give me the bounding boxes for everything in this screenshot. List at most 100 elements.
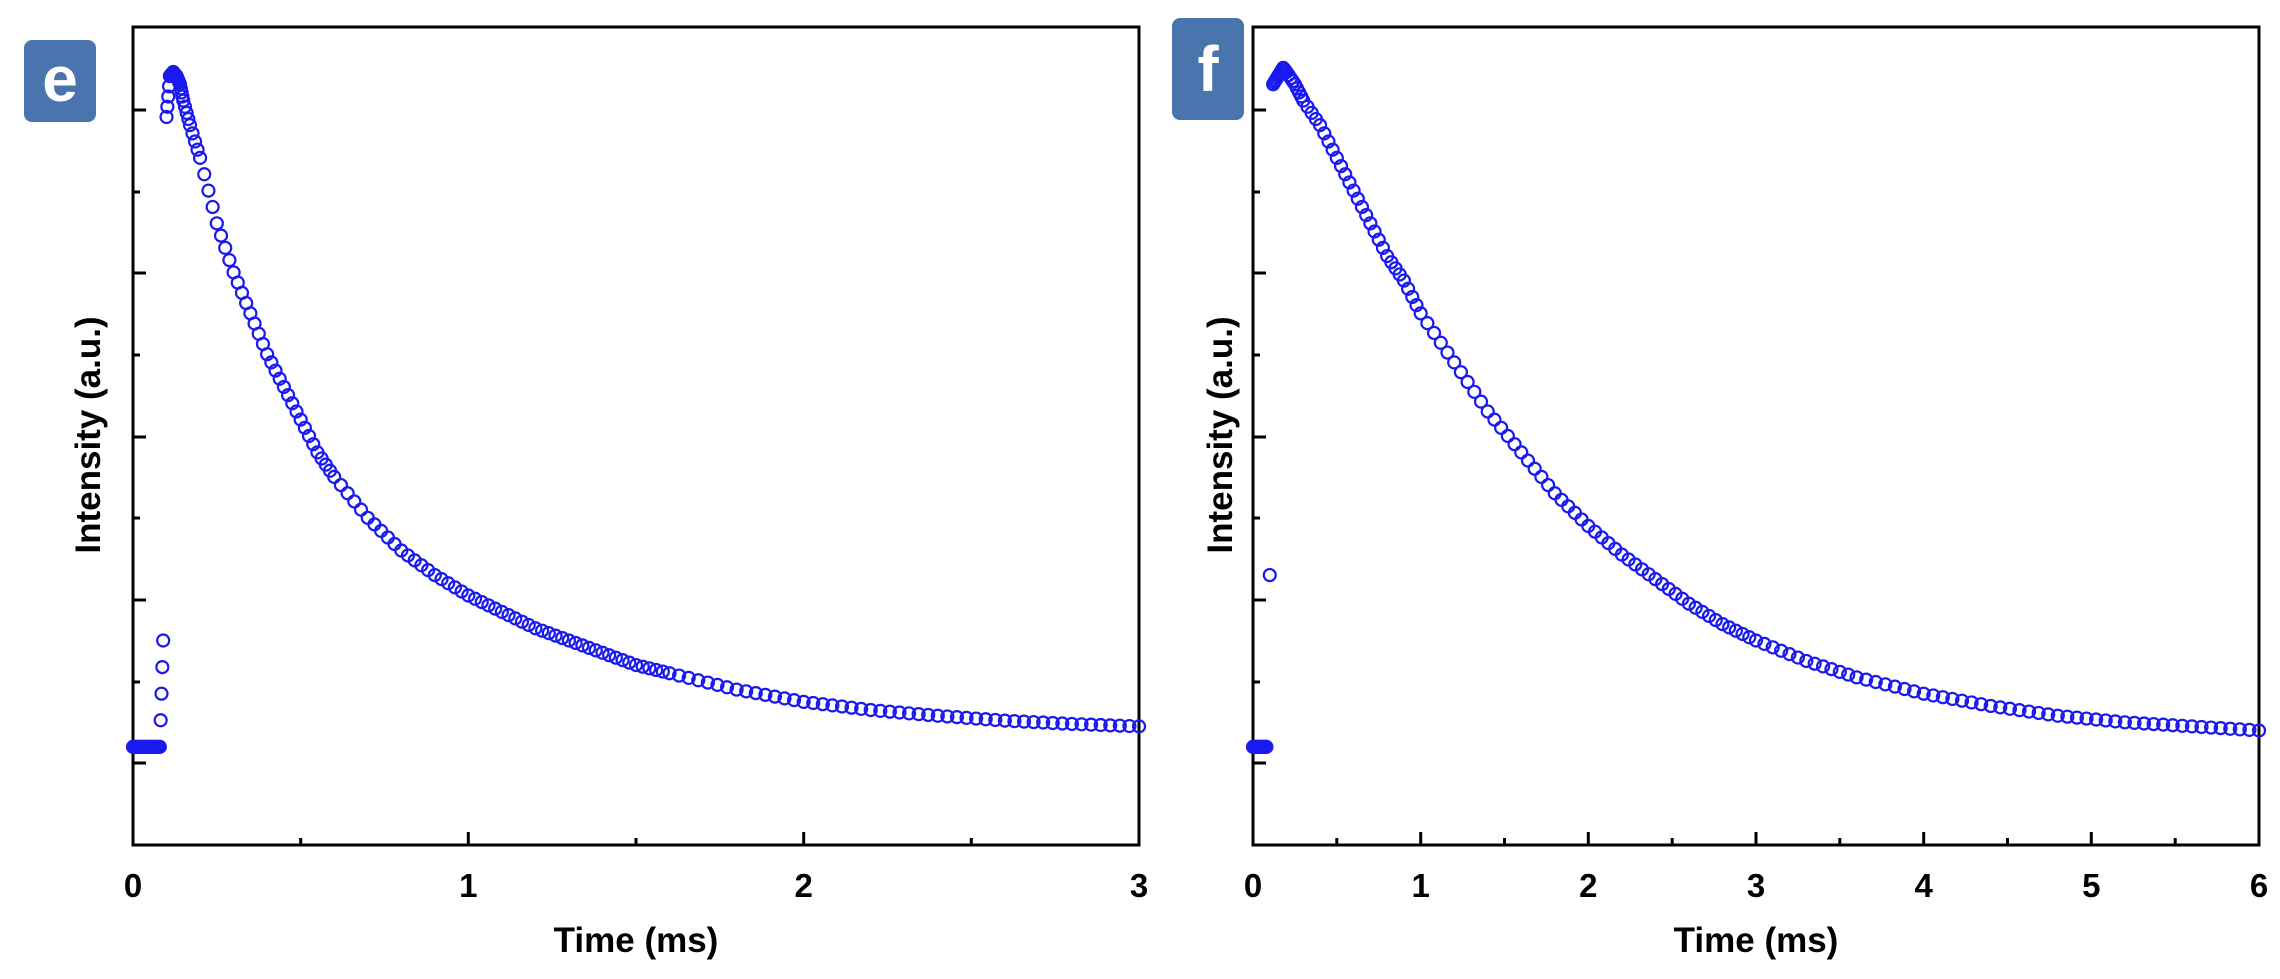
data-point-interp <box>481 598 496 613</box>
data-point-interp <box>892 705 907 720</box>
data-point-interp <box>1354 199 1370 215</box>
data-point-interp <box>222 253 237 268</box>
data-point-interp <box>700 675 715 690</box>
x-tick-label: 5 <box>2082 867 2100 904</box>
data-point-interp <box>548 628 563 643</box>
data-point-interp <box>1527 461 1542 476</box>
data-point-interp <box>615 653 630 668</box>
data-point-interp <box>834 699 850 714</box>
data-point-interp <box>1375 240 1391 255</box>
data-point-interp <box>1440 345 1455 360</box>
data-point-interp <box>1540 477 1556 493</box>
data-point-interp <box>508 611 523 626</box>
data-point-interp <box>2223 721 2238 736</box>
data-point <box>662 666 677 681</box>
data-point-interp <box>1074 717 1089 732</box>
data-point-interp <box>201 183 216 198</box>
data-point-interp <box>1317 126 1332 141</box>
data-point-interp <box>301 428 317 444</box>
data-point <box>1514 445 1529 460</box>
data-point <box>561 633 577 648</box>
panel-e-data-points <box>125 64 1147 754</box>
data-point-interp <box>2194 719 2209 735</box>
data-point-interp <box>1026 714 1041 730</box>
data-point-interp <box>1897 681 1912 697</box>
data-point <box>293 412 308 427</box>
data-point-interp <box>758 687 773 702</box>
data-point-interp <box>1409 298 1424 313</box>
panel-f-data-points <box>1245 60 2267 754</box>
data-point-interp <box>1055 716 1070 731</box>
data-point-interp <box>568 635 583 651</box>
data-point-interp <box>2079 711 2094 726</box>
data-point-interp <box>1093 717 1108 733</box>
data-point-interp <box>289 404 304 419</box>
data-point-interp <box>815 697 830 712</box>
data-point-interp <box>501 608 516 623</box>
data-point <box>1715 617 1730 632</box>
data-point-interp <box>635 659 650 674</box>
data-point <box>461 588 476 603</box>
panel-f-y-axis-title: Intensity (a.u.) <box>1201 316 1240 553</box>
data-point-interp <box>608 650 623 665</box>
data-point-interp <box>1460 374 1475 390</box>
data-point <box>1262 567 1277 583</box>
data-point <box>997 713 1012 728</box>
x-tick-label: 0 <box>1244 867 1262 904</box>
panel-f: f 0 <box>1172 18 2268 960</box>
data-point-interp <box>1333 158 1349 174</box>
data-point-interp <box>1926 688 1941 703</box>
panel-f-y-ticks <box>1253 108 1266 765</box>
data-point <box>1346 183 1361 198</box>
data-point-interp <box>1103 718 1118 733</box>
data-point-interp <box>2002 701 2018 716</box>
data-point <box>1983 698 1998 714</box>
data-point <box>1131 719 1147 734</box>
panel-e-x-ticks <box>131 832 1141 845</box>
data-point-interp <box>1935 690 1950 705</box>
data-point-interp <box>1400 281 1416 296</box>
data-point-interp <box>882 704 898 719</box>
data-point-interp <box>1534 469 1549 484</box>
data-point-interp <box>1757 636 1772 652</box>
data-point-interp <box>1868 674 1883 690</box>
data-point-interp <box>1815 659 1831 674</box>
data-point-interp <box>285 396 300 411</box>
panel-f-axes-frame <box>1251 25 2261 847</box>
panel-f-x-axis-title: Time (ms) <box>1674 921 1839 960</box>
data-point <box>152 739 167 754</box>
panel-e-y-axis-title: Intensity (a.u.) <box>69 316 108 553</box>
data-point-interp <box>854 701 869 716</box>
data-point <box>729 682 744 697</box>
data-point-interp <box>901 706 917 721</box>
data-point-interp <box>347 494 362 509</box>
data-point <box>1748 633 1764 648</box>
data-point <box>1799 653 1814 669</box>
x-tick-label: 1 <box>459 867 477 904</box>
data-point-interp <box>2242 722 2257 738</box>
data-point-interp <box>2031 705 2046 721</box>
data-point-interp <box>940 709 955 724</box>
data-point-interp <box>2204 720 2219 735</box>
data-point-interp <box>1520 453 1536 468</box>
data-point <box>528 621 543 636</box>
data-point-interp <box>681 670 696 685</box>
data-point-interp <box>190 142 205 157</box>
data-point-interp <box>844 700 859 715</box>
data-point-interp <box>767 689 783 704</box>
data-point-interp <box>1774 643 1789 658</box>
data-point-interp <box>1433 335 1448 350</box>
data-point-interp <box>1321 134 1336 149</box>
data-point-interp <box>1507 437 1522 452</box>
data-point-interp <box>911 707 926 722</box>
data-point <box>209 216 224 231</box>
data-point-interp <box>2108 714 2123 729</box>
data-point-interp <box>2041 707 2056 722</box>
data-point-interp <box>333 477 349 493</box>
data-point <box>2050 708 2065 723</box>
panel-e-y-ticks <box>133 108 146 765</box>
data-point-interp <box>2165 718 2180 733</box>
data-point-interp <box>514 614 530 629</box>
x-tick-label: 1 <box>1412 867 1430 904</box>
data-point-interp <box>268 363 283 378</box>
